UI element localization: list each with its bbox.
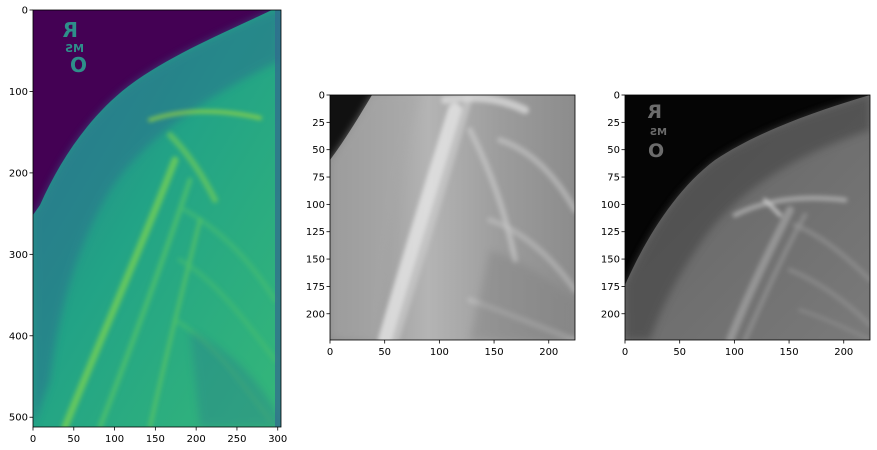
x-tick-label: 50: [378, 347, 391, 358]
y-tick-label: 125: [306, 227, 325, 238]
marker-o: O: [648, 140, 664, 162]
x-tick-label: 50: [673, 347, 686, 358]
x-tick-label: 100: [105, 434, 124, 445]
x-tick-label: 0: [30, 434, 36, 445]
x-tick-label: 150: [780, 347, 799, 358]
axes-3-ticks: 0 50 100 150 200 0 25 50 75 100 125 150 175 200: [601, 91, 853, 359]
image-3: R MS O: [625, 95, 870, 340]
y-tick-label: 75: [312, 173, 325, 184]
y-tick-label: 100: [306, 200, 325, 211]
y-tick-label: 75: [607, 173, 620, 184]
y-tick-label: 400: [9, 331, 28, 342]
y-tick-label: 200: [306, 309, 325, 320]
axes-1-frame: [32, 9, 282, 428]
x-tick-label: 100: [725, 347, 744, 358]
y-tick-label: 0: [319, 91, 325, 102]
x-tick-label: 150: [146, 434, 165, 445]
axes-2-ticks: 0 50 100 150 200 0 25 50 75 100 125 150 175 200: [306, 91, 558, 359]
x-tick-label: 50: [67, 434, 80, 445]
marker-r: R: [63, 18, 78, 42]
y-tick-label: 50: [312, 145, 325, 156]
axes-3-frame: [624, 94, 871, 341]
marker-ms: MS: [650, 127, 667, 138]
x-tick-label: 0: [622, 347, 628, 358]
x-tick-label: 0: [327, 347, 333, 358]
axes-1-ticks: 0 50 100 150 200 250 300 0 100 200 300 400 500: [9, 6, 287, 446]
y-tick-label: 175: [306, 282, 325, 293]
y-tick-label: 100: [601, 200, 620, 211]
y-tick-label: 25: [607, 118, 620, 129]
y-tick-label: 125: [601, 227, 620, 238]
marker-ms: MS: [65, 42, 84, 55]
marker-o: O: [70, 53, 87, 77]
y-tick-label: 300: [9, 250, 28, 261]
axes-2: 0 50 100 150 200 0 25 50 75 100 125 150 175 200: [306, 91, 576, 359]
marker-r: R: [647, 101, 662, 123]
x-tick-label: 200: [187, 434, 206, 445]
y-tick-label: 150: [306, 255, 325, 266]
x-tick-label: 200: [834, 347, 853, 358]
y-tick-label: 150: [601, 255, 620, 266]
image-3-marker: R MS O: [647, 101, 667, 162]
y-tick-label: 100: [9, 87, 28, 98]
axes-1: R MS O 0 50 100 150 200 250 300 0 100 200 300 400 50…: [9, 6, 287, 446]
axes-2-frame: [329, 94, 576, 341]
x-tick-label: 200: [539, 347, 558, 358]
x-tick-label: 250: [227, 434, 246, 445]
image-1: R MS O: [33, 10, 281, 427]
y-tick-label: 200: [9, 168, 28, 179]
y-tick-label: 175: [601, 282, 620, 293]
y-tick-label: 25: [312, 118, 325, 129]
x-tick-label: 150: [485, 347, 504, 358]
y-tick-label: 200: [601, 309, 620, 320]
axes-3: R MS O 0 50 100 150 200 0 25 50 75 100 125 150 175 20…: [601, 91, 871, 359]
x-tick-label: 300: [268, 434, 287, 445]
y-tick-label: 50: [607, 145, 620, 156]
y-tick-label: 0: [614, 91, 620, 102]
image-1-marker: R MS O: [63, 18, 87, 77]
image-2: [330, 95, 575, 340]
x-tick-label: 100: [430, 347, 449, 358]
y-tick-label: 500: [9, 413, 28, 424]
y-tick-label: 0: [22, 6, 28, 17]
